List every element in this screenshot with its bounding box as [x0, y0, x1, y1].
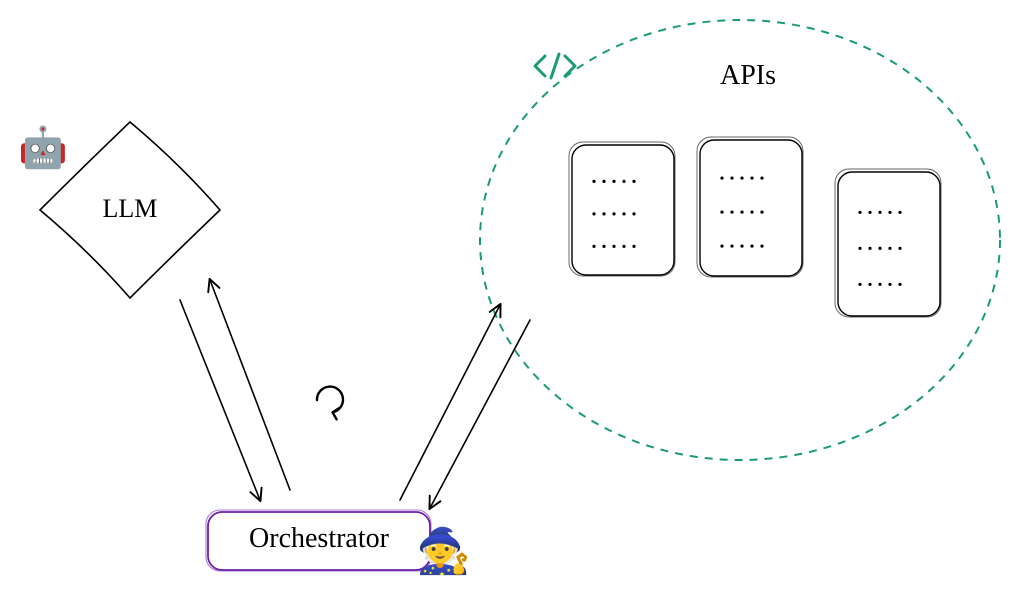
apis-label: APIs	[720, 60, 776, 92]
loop-icon	[317, 387, 343, 420]
llm-label: LLM	[80, 194, 180, 224]
robot-icon: 🤖	[18, 128, 68, 168]
wizard-icon: 🧙	[416, 530, 471, 574]
api-cards	[569, 137, 941, 317]
edge-orchestrator-apis	[400, 305, 530, 508]
edge-llm-orchestrator	[180, 280, 290, 500]
diagram-canvas	[0, 0, 1020, 614]
diagram-stage: LLM Orchestrator APIs 🤖 🧙	[0, 0, 1020, 614]
orchestrator-label: Orchestrator	[208, 523, 430, 555]
